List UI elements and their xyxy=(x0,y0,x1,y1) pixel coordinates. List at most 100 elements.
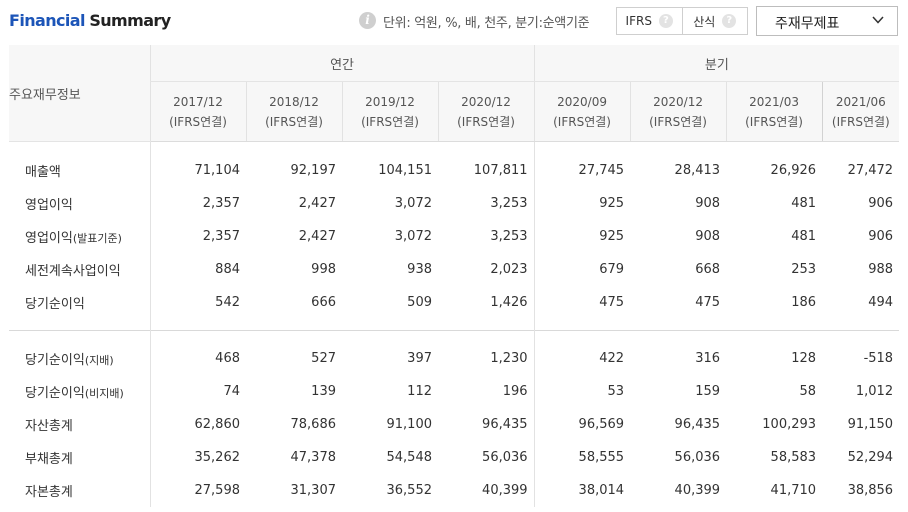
table-cell: 53 xyxy=(533,375,631,408)
period-date: 2018/12 xyxy=(269,94,319,109)
table-cell: 96,569 xyxy=(533,408,631,441)
table-cell: 91,100 xyxy=(386,417,433,432)
table-cell: 40,399 xyxy=(674,483,721,498)
table-row: 자본총계 27,598 31,307 36,552 40,399 38,014 40,399… xyxy=(9,474,899,507)
period-basis: (IFRS연결) xyxy=(457,114,515,129)
table-cell: 2,427 xyxy=(298,229,336,244)
row-label-text: 부채총계 xyxy=(25,452,73,467)
table-cell: 92,197 xyxy=(290,163,337,178)
table-row: 영업이익(발표기준) 2,357 2,427 3,072 3,253 925 908 481 9… xyxy=(9,220,899,253)
table-row: 당기순이익(비지배) 74 139 112 196 53 159 58 1,012 xyxy=(9,375,899,408)
section-divider xyxy=(9,330,900,331)
period-basis: (IFRS연결) xyxy=(169,114,227,129)
group-header-annual: 연간 xyxy=(149,45,535,82)
table-cell: 908 xyxy=(695,196,721,211)
period-header[interactable]: 2020/12 (IFRS연결) xyxy=(629,81,727,142)
period-basis: (IFRS연결) xyxy=(649,114,707,129)
table-cell: 468 xyxy=(149,342,246,375)
corner-header: 주요재무정보 xyxy=(9,45,150,142)
table-cell: 908 xyxy=(695,229,721,244)
table-cell: 925 xyxy=(533,187,631,220)
table-cell: 27,598 xyxy=(149,474,246,507)
row-label-suffix: (발표기준) xyxy=(72,232,122,245)
table-cell: 56,036 xyxy=(674,450,721,465)
period-date: 2021/06 xyxy=(835,94,886,109)
period-basis: (IFRS연결) xyxy=(265,114,323,129)
row-label: 당기순이익(비지배) xyxy=(9,375,150,408)
row-label: 매출액 xyxy=(9,154,150,187)
info-icon[interactable]: i xyxy=(359,12,376,29)
chevron-down-icon xyxy=(872,16,884,24)
table-cell: 186 xyxy=(791,295,817,310)
table-cell: -518 xyxy=(863,351,894,366)
help-icon[interactable]: ? xyxy=(658,14,673,28)
table-body: 매출액 71,104 92,197 104,151 107,811 27,745 28,41… xyxy=(9,141,900,507)
table-row: 당기순이익(지배) 468 527 397 1,230 422 316 128 -518 xyxy=(9,342,899,375)
row-label-text: 당기순이익 xyxy=(25,386,85,401)
table-cell: 988 xyxy=(868,262,894,277)
title-financial: Financial xyxy=(9,11,85,30)
table-cell: 2,357 xyxy=(149,220,246,253)
period-header[interactable]: 2018/12 (IFRS연결) xyxy=(245,81,342,142)
period-date: 2020/12 xyxy=(653,94,703,109)
table-cell: 128 xyxy=(791,351,817,366)
table-cell: 100,293 xyxy=(762,417,817,432)
row-label-text: 당기순이익 xyxy=(25,353,85,368)
table-row: 매출액 71,104 92,197 104,151 107,811 27,745 28,41… xyxy=(9,154,899,187)
row-label-suffix: (비지배) xyxy=(84,387,124,400)
row-spacer xyxy=(9,141,899,154)
table-cell: 91,150 xyxy=(847,417,894,432)
table-cell: 3,253 xyxy=(490,229,528,244)
table-cell: 481 xyxy=(791,229,817,244)
row-label-text: 영업이익 xyxy=(25,198,73,213)
row-spacer xyxy=(9,319,899,331)
period-basis: (IFRS연결) xyxy=(831,114,890,129)
table-cell: 1,426 xyxy=(490,295,528,310)
table-cell: 494 xyxy=(868,295,894,310)
table-cell: 38,856 xyxy=(847,483,894,498)
period-header[interactable]: 2021/06 (IFRS연결) xyxy=(821,81,900,142)
row-label-text: 영업이익 xyxy=(25,231,73,246)
table-cell: 35,262 xyxy=(149,441,246,474)
period-date: 2019/12 xyxy=(365,94,415,109)
view-toggle: IFRS? 산식? xyxy=(616,7,748,35)
summary-header: Financial Summary i 단위: 억원, %, 배, 천주, 분기… xyxy=(0,0,908,44)
period-date: 2021/03 xyxy=(749,94,799,109)
formula-option[interactable]: 산식? xyxy=(681,8,748,34)
period-date: 2020/09 xyxy=(557,94,607,109)
period-header[interactable]: 2020/12 (IFRS연결) xyxy=(437,81,535,142)
table-cell: 71,104 xyxy=(149,154,246,187)
table-cell: 884 xyxy=(149,253,246,286)
period-header[interactable]: 2017/12 (IFRS연결) xyxy=(149,81,246,142)
row-label: 영업이익 xyxy=(9,187,150,220)
row-label: 영업이익(발표기준) xyxy=(9,220,150,253)
period-basis: (IFRS연결) xyxy=(745,114,803,129)
table-cell: 36,552 xyxy=(386,483,433,498)
row-label: 당기순이익(지배) xyxy=(9,342,150,375)
table-cell: 2,023 xyxy=(490,262,528,277)
table-cell: 509 xyxy=(407,295,432,310)
ifrs-option[interactable]: IFRS? xyxy=(617,8,682,34)
table-cell: 38,014 xyxy=(533,474,631,507)
period-header[interactable]: 2021/03 (IFRS연결) xyxy=(725,81,823,142)
table-cell: 397 xyxy=(407,351,432,366)
period-date: 2017/12 xyxy=(173,94,223,109)
header-row-periods: 2017/12 (IFRS연결) 2018/12 (IFRS연결) 2019/12 (IF… xyxy=(9,81,900,142)
table-cell: 56,036 xyxy=(482,450,528,465)
table-cell: 481 xyxy=(791,196,817,211)
table-cell: 139 xyxy=(311,384,336,399)
period-basis: (IFRS연결) xyxy=(361,114,419,129)
statement-select[interactable]: 주재무제표 xyxy=(756,6,898,36)
table-cell: 52,294 xyxy=(847,450,894,465)
help-icon[interactable]: ? xyxy=(722,14,737,28)
row-label-text: 세전계속사업이익 xyxy=(25,264,121,279)
table-cell: 107,811 xyxy=(473,163,528,178)
table-cell: 679 xyxy=(533,253,631,286)
title-summary: Summary xyxy=(89,11,171,30)
period-header[interactable]: 2020/09 (IFRS연결) xyxy=(533,81,631,142)
table-cell: 925 xyxy=(533,220,631,253)
table-cell: 74 xyxy=(149,375,246,408)
period-header[interactable]: 2019/12 (IFRS연결) xyxy=(341,81,438,142)
table-row: 자산총계 62,860 78,686 91,100 96,435 96,569 96,435… xyxy=(9,408,899,441)
table-cell: 906 xyxy=(868,229,894,244)
